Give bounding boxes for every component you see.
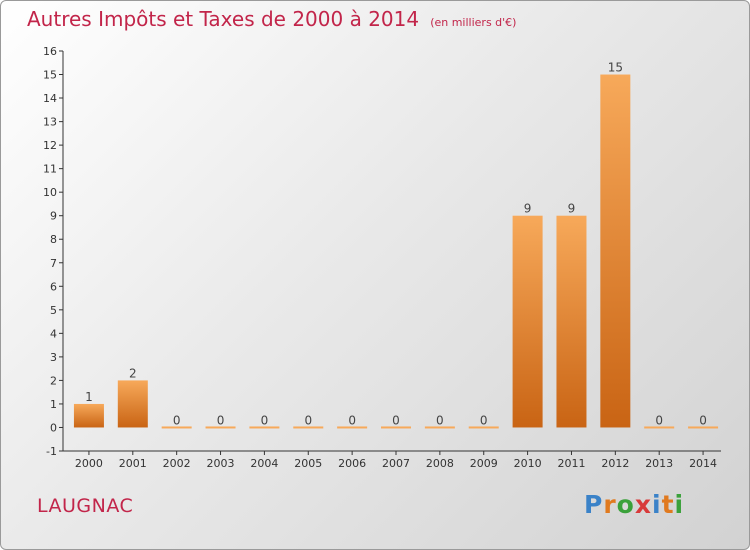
y-tick-label: 1 xyxy=(50,398,57,411)
bar-zero xyxy=(293,426,324,429)
brand-letter: r xyxy=(603,490,617,519)
bar-zero xyxy=(468,426,499,429)
bar xyxy=(600,74,631,428)
title-line: Autres Impôts et Taxes de 2000 à 2014 (e… xyxy=(27,7,516,31)
bar-value-label: 9 xyxy=(568,202,576,216)
x-tick-label: 2012 xyxy=(601,457,629,470)
bar-value-label: 0 xyxy=(699,413,707,427)
y-tick-label: 5 xyxy=(50,304,57,317)
chart-subtitle: (en milliers d'€) xyxy=(430,16,517,29)
bar-value-label: 0 xyxy=(304,413,312,427)
bar-zero xyxy=(688,426,719,429)
y-tick-label: -1 xyxy=(46,445,57,458)
bar-value-label: 0 xyxy=(261,413,269,427)
bar-value-label: 1 xyxy=(85,390,93,404)
x-tick-label: 2006 xyxy=(338,457,366,470)
x-tick-label: 2001 xyxy=(119,457,147,470)
bar xyxy=(512,215,543,428)
x-tick-label: 2013 xyxy=(645,457,673,470)
y-tick-label: 11 xyxy=(43,163,57,176)
x-tick-label: 2000 xyxy=(75,457,103,470)
bar-zero xyxy=(381,426,411,429)
x-tick-label: 2011 xyxy=(557,457,585,470)
bar-value-label: 9 xyxy=(524,202,532,216)
y-tick-label: 3 xyxy=(50,351,57,364)
y-tick-label: 0 xyxy=(50,421,57,434)
brand-logo: Proxiti xyxy=(584,490,684,519)
y-tick-label: 2 xyxy=(50,374,57,387)
bar-value-label: 0 xyxy=(173,413,181,427)
bar-value-label: 0 xyxy=(480,413,488,427)
x-tick-label: 2009 xyxy=(470,457,498,470)
bar-zero xyxy=(337,426,368,429)
y-tick-label: 9 xyxy=(50,210,57,223)
bar-zero xyxy=(205,426,236,429)
y-tick-label: 12 xyxy=(43,139,57,152)
x-tick-label: 2007 xyxy=(382,457,410,470)
bar-value-label: 0 xyxy=(436,413,444,427)
bar xyxy=(117,380,148,428)
bar-value-label: 0 xyxy=(655,413,663,427)
y-tick-label: 15 xyxy=(43,69,57,82)
y-tick-label: 8 xyxy=(50,233,57,246)
bar-value-label: 0 xyxy=(392,413,400,427)
y-tick-label: 6 xyxy=(50,280,57,293)
x-tick-label: 2014 xyxy=(689,457,717,470)
chart-bars xyxy=(73,74,719,429)
chart-title: Autres Impôts et Taxes de 2000 à 2014 xyxy=(27,7,420,31)
y-tick-label: 16 xyxy=(43,45,57,58)
x-tick-label: 2003 xyxy=(207,457,235,470)
bar xyxy=(556,215,587,428)
bar-value-label: 15 xyxy=(608,61,623,75)
brand-letter: P xyxy=(584,490,604,519)
bar-zero xyxy=(424,426,455,429)
y-tick-label: 14 xyxy=(43,92,57,105)
x-tick-label: 2008 xyxy=(426,457,454,470)
chart-labels: -101234567891011121314151612000220010200… xyxy=(43,45,717,470)
y-tick-label: 4 xyxy=(50,327,57,340)
brand-letter: t xyxy=(661,490,675,519)
brand-letter: i xyxy=(674,490,685,519)
brand-letter: x xyxy=(634,490,652,519)
x-tick-label: 2004 xyxy=(250,457,278,470)
bar-zero xyxy=(161,426,192,429)
brand-letter: o xyxy=(616,490,635,519)
y-tick-label: 10 xyxy=(43,186,57,199)
x-tick-label: 2005 xyxy=(294,457,322,470)
x-tick-label: 2010 xyxy=(514,457,542,470)
brand-letter: i xyxy=(652,490,662,519)
y-tick-label: 7 xyxy=(50,257,57,270)
x-tick-label: 2002 xyxy=(163,457,191,470)
bar-zero xyxy=(249,426,280,429)
bar-value-label: 0 xyxy=(348,413,356,427)
bar-value-label: 0 xyxy=(217,413,225,427)
bar-value-label: 2 xyxy=(129,366,137,380)
y-tick-label: 13 xyxy=(43,116,57,129)
bar-zero xyxy=(644,426,675,429)
commune-name: LAUGNAC xyxy=(37,495,134,517)
bar xyxy=(73,403,104,428)
chart-axes xyxy=(59,50,721,455)
